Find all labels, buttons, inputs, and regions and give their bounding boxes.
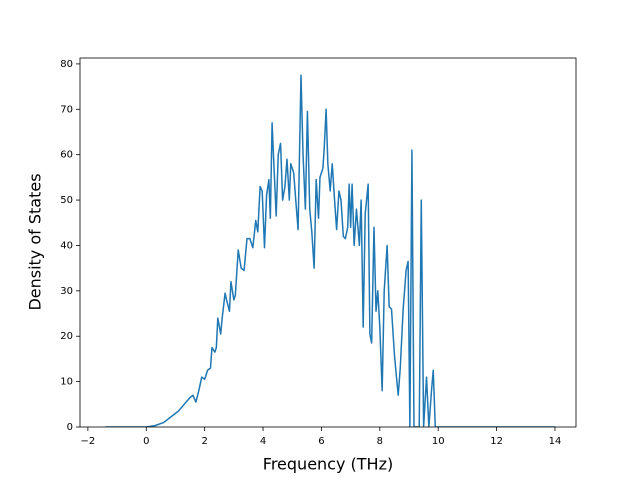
plot-frame [79, 57, 577, 428]
y-tick-label: 60 [60, 150, 73, 161]
x-tick-label: 4 [260, 436, 266, 447]
y-tick-label: 80 [60, 59, 73, 70]
x-tick-label: −2 [81, 436, 96, 447]
x-tick-label: 2 [201, 436, 207, 447]
x-tick-label: 12 [490, 436, 503, 447]
y-tick-label: 50 [60, 195, 73, 206]
y-tick-label: 40 [60, 240, 73, 251]
x-tick-label: 10 [432, 436, 445, 447]
x-tick-label: 14 [549, 436, 562, 447]
x-axis-label: Frequency (THz) [263, 455, 393, 474]
y-tick-label: 10 [60, 377, 73, 388]
x-tick-label: 6 [318, 436, 324, 447]
y-tick-label: 30 [60, 286, 73, 297]
y-tick-label: 0 [67, 422, 73, 433]
x-tick-label: 8 [377, 436, 383, 447]
y-tick-label: 20 [60, 331, 73, 342]
y-tick-label: 70 [60, 104, 73, 115]
line [105, 74, 555, 427]
x-tick-label: 0 [143, 436, 149, 447]
y-axis-label: Density of States [26, 173, 45, 310]
